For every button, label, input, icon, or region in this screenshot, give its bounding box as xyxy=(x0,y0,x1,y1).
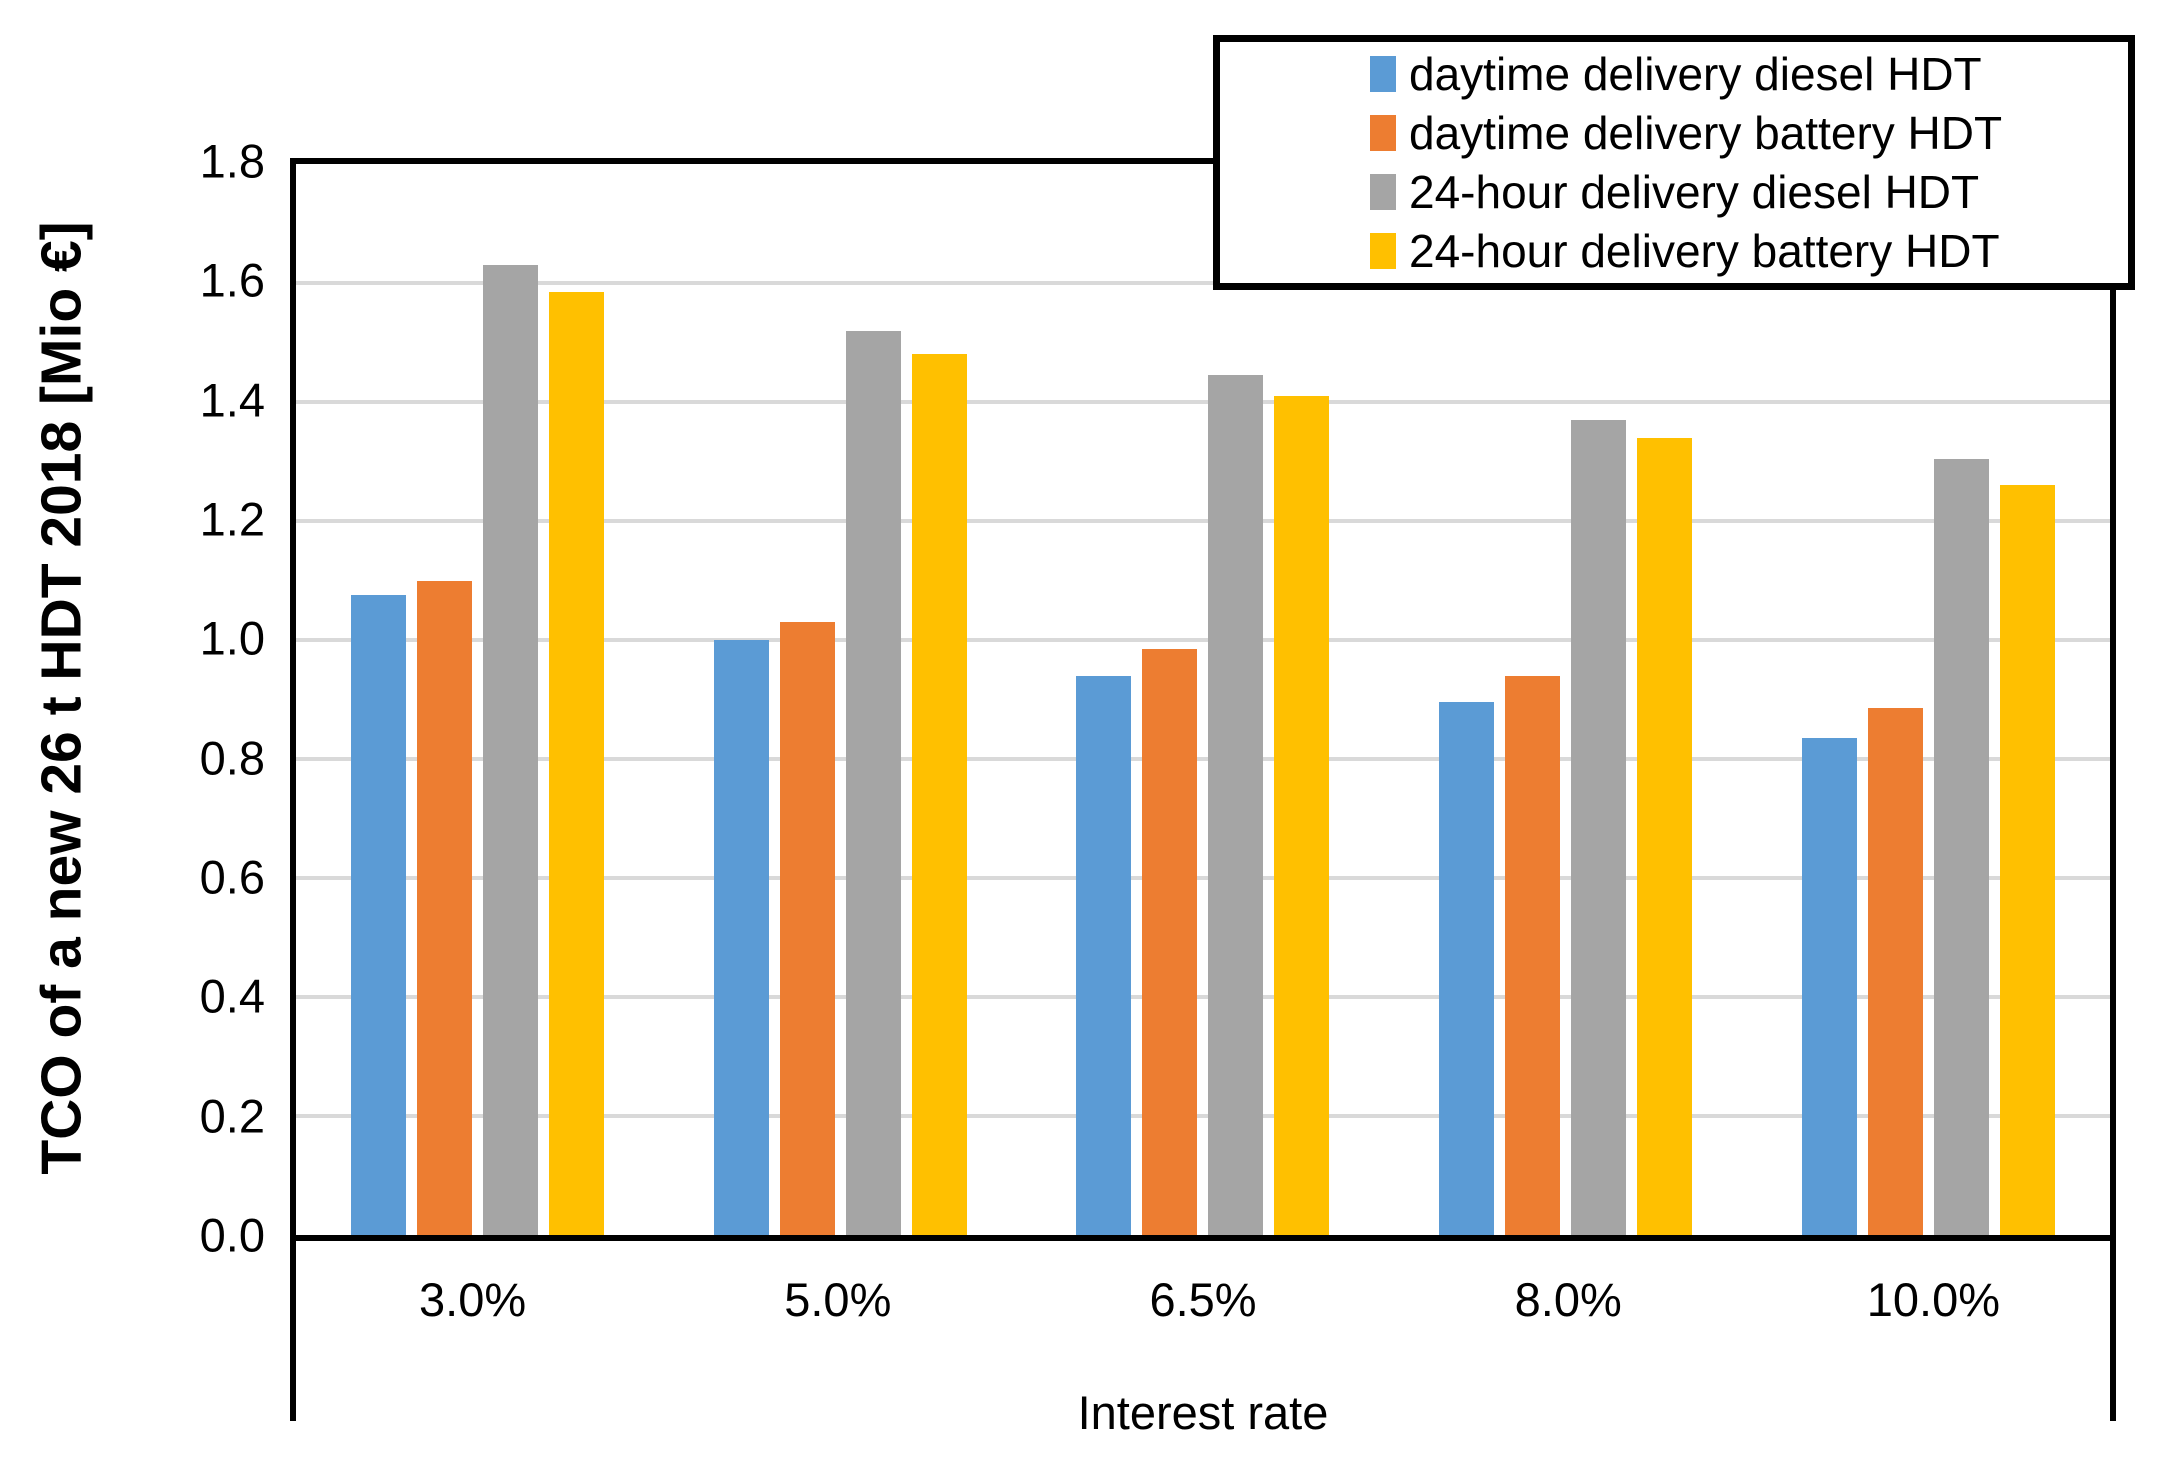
legend-item: daytime delivery diesel HDT xyxy=(1370,47,2128,101)
bar xyxy=(911,354,967,1235)
bar-groups xyxy=(296,164,2110,1235)
y-axis-tick-labels: 0.0 0.2 0.4 0.6 0.8 1.0 1.2 1.4 1.6 1.8 xyxy=(100,135,265,1262)
gridline xyxy=(296,638,2110,642)
legend-label: daytime delivery diesel HDT xyxy=(1409,48,1982,100)
bar xyxy=(1868,708,1924,1235)
bar xyxy=(1637,437,1693,1235)
bar xyxy=(1274,396,1330,1235)
bar xyxy=(1142,648,1198,1235)
legend-swatch-icon xyxy=(1370,233,1396,269)
bar xyxy=(713,640,769,1235)
axis-extension-left xyxy=(290,1236,296,1421)
bar xyxy=(1505,675,1561,1235)
plot-area xyxy=(290,158,2116,1241)
x-axis-tick-labels: 3.0% 5.0% 6.5% 8.0% 10.0% xyxy=(290,1272,2116,1327)
bar xyxy=(1076,675,1132,1235)
axis-extension-right xyxy=(2110,1236,2116,1421)
y-tick-label: 0.6 xyxy=(199,850,265,904)
bar xyxy=(548,291,604,1235)
legend-label: 24-hour delivery diesel HDT xyxy=(1409,166,1980,218)
y-tick-label: 1.0 xyxy=(199,611,265,665)
gridline xyxy=(296,757,2110,761)
x-tick-label: 5.0% xyxy=(784,1273,892,1326)
x-tick-label: 3.0% xyxy=(419,1273,527,1326)
gridline xyxy=(296,519,2110,523)
y-tick-label: 1.4 xyxy=(199,373,265,427)
y-tick-label: 1.2 xyxy=(199,492,265,546)
legend: daytime delivery diesel HDT daytime deliv… xyxy=(1213,35,2135,290)
y-tick-label: 1.6 xyxy=(199,253,265,307)
x-tick-label: 10.0% xyxy=(1866,1273,2001,1326)
bar xyxy=(1439,702,1495,1235)
x-axis-title: Interest rate xyxy=(1077,1386,1329,1439)
gridline xyxy=(296,876,2110,880)
bar-group-6.5% xyxy=(1022,164,1385,1235)
bar xyxy=(350,595,406,1235)
y-axis-title-text: TCO of a new 26 t HDT 2018 [Mio €] xyxy=(30,221,94,1175)
bar xyxy=(1802,738,1858,1235)
legend-swatch-icon xyxy=(1370,115,1396,151)
bar xyxy=(2000,485,2056,1235)
bar xyxy=(779,622,835,1235)
x-tick-label: 8.0% xyxy=(1514,1273,1622,1326)
bar-group-10.0% xyxy=(1747,164,2110,1235)
bar xyxy=(845,330,901,1235)
legend-swatch-icon xyxy=(1370,174,1396,210)
x-tick-label: 6.5% xyxy=(1149,1273,1257,1326)
legend-item: 24-hour delivery diesel HDT xyxy=(1370,165,2128,219)
bar xyxy=(1571,419,1627,1235)
gridline xyxy=(296,1114,2110,1118)
y-tick-label: 0.0 xyxy=(199,1208,265,1262)
y-tick-label: 0.8 xyxy=(199,731,265,785)
bar xyxy=(1934,458,1990,1235)
legend-label: daytime delivery battery HDT xyxy=(1409,107,2003,159)
bar-group-3.0% xyxy=(296,164,659,1235)
gridline xyxy=(296,400,2110,404)
y-tick-label: 0.2 xyxy=(199,1089,265,1143)
bar-group-5.0% xyxy=(659,164,1022,1235)
legend-item: daytime delivery battery HDT xyxy=(1370,106,2128,160)
y-tick-label: 1.8 xyxy=(199,134,265,188)
bar xyxy=(416,580,472,1235)
legend-swatch-icon xyxy=(1370,56,1396,92)
y-tick-label: 0.4 xyxy=(199,969,265,1023)
legend-item: 24-hour delivery battery HDT xyxy=(1370,224,2128,278)
bar-group-8.0% xyxy=(1384,164,1747,1235)
bar xyxy=(482,265,538,1235)
gridline xyxy=(296,995,2110,999)
legend-label: 24-hour delivery battery HDT xyxy=(1409,225,2000,277)
bar xyxy=(1208,375,1264,1235)
gridline xyxy=(296,281,2110,285)
